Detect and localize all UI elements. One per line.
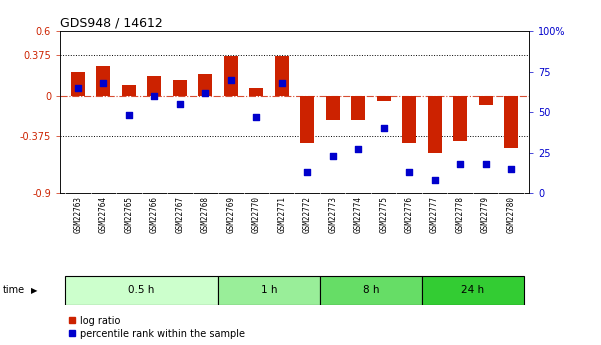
Point [456, 161, 465, 167]
FancyBboxPatch shape [422, 276, 524, 305]
Bar [96, 66, 111, 96]
Point [99, 80, 108, 86]
Text: GSM22770: GSM22770 [252, 196, 261, 233]
Bar [275, 56, 288, 96]
Text: time: time [3, 285, 25, 295]
Bar [377, 96, 391, 101]
Bar [173, 80, 187, 96]
Bar [300, 96, 314, 144]
Bar [198, 74, 212, 96]
Point [73, 85, 83, 91]
Text: GSM22767: GSM22767 [175, 196, 185, 233]
Bar [71, 72, 85, 96]
Point [277, 80, 287, 86]
Bar [478, 96, 493, 105]
Text: GSM22777: GSM22777 [430, 196, 439, 233]
Text: 8 h: 8 h [362, 285, 379, 295]
Text: GSM22776: GSM22776 [404, 196, 413, 233]
Point [379, 126, 388, 131]
Bar [249, 88, 263, 96]
Legend: log ratio, percentile rank within the sample: log ratio, percentile rank within the sa… [65, 312, 248, 343]
Bar [351, 96, 365, 120]
Text: GSM22774: GSM22774 [353, 196, 362, 233]
Point [302, 169, 312, 175]
Point [430, 177, 439, 183]
Bar [402, 96, 416, 144]
FancyBboxPatch shape [218, 276, 320, 305]
Bar [122, 85, 136, 96]
Point [506, 166, 516, 171]
Text: GSM22772: GSM22772 [303, 196, 312, 233]
Text: GSM22765: GSM22765 [124, 196, 133, 233]
Point [481, 161, 490, 167]
Text: GSM22766: GSM22766 [150, 196, 159, 233]
Bar [453, 96, 467, 141]
Bar [147, 77, 162, 96]
Text: ▶: ▶ [31, 286, 37, 295]
Text: GSM22775: GSM22775 [379, 196, 388, 233]
FancyBboxPatch shape [65, 276, 218, 305]
Text: GSM22769: GSM22769 [227, 196, 236, 233]
Text: GSM22771: GSM22771 [277, 196, 286, 233]
Bar [427, 96, 442, 153]
Point [124, 112, 133, 118]
Text: GDS948 / 14612: GDS948 / 14612 [60, 17, 163, 30]
Point [251, 114, 261, 120]
Point [226, 77, 236, 82]
Text: GSM22779: GSM22779 [481, 196, 490, 233]
Text: GSM22763: GSM22763 [73, 196, 82, 233]
Bar [326, 96, 340, 120]
Point [404, 169, 414, 175]
Bar [224, 56, 238, 96]
FancyBboxPatch shape [320, 276, 422, 305]
Text: GSM22764: GSM22764 [99, 196, 108, 233]
Text: GSM22778: GSM22778 [456, 196, 465, 233]
Point [328, 153, 338, 159]
Point [175, 101, 185, 107]
Text: GSM22780: GSM22780 [507, 196, 516, 233]
Text: 24 h: 24 h [462, 285, 484, 295]
Text: GSM22773: GSM22773 [328, 196, 337, 233]
Point [201, 90, 210, 96]
Point [150, 93, 159, 99]
Text: 1 h: 1 h [261, 285, 277, 295]
Text: 0.5 h: 0.5 h [129, 285, 155, 295]
Point [353, 147, 363, 152]
Text: GSM22768: GSM22768 [201, 196, 210, 233]
Bar [504, 96, 518, 148]
